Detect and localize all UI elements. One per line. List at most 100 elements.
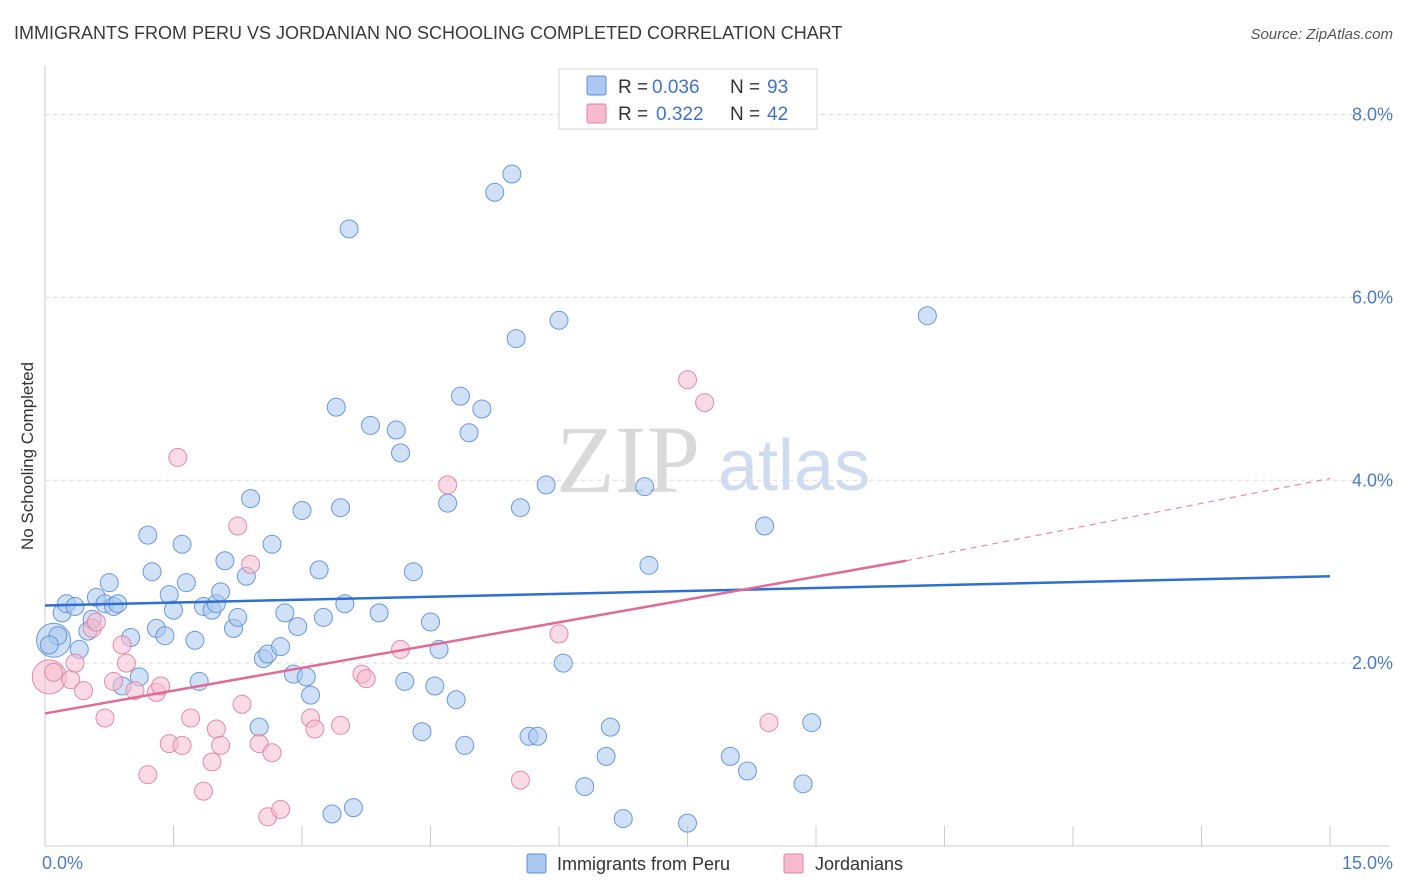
jordanians-point (232, 694, 252, 714)
peru-point (421, 612, 440, 632)
peru-point (176, 573, 196, 593)
peru-point (395, 671, 415, 691)
peru-point (361, 415, 381, 435)
peru-point (502, 164, 522, 184)
jordanians-point (125, 681, 145, 701)
jordanians-point (95, 708, 115, 728)
legend-top-swatch-peru (586, 75, 607, 96)
peru-point (309, 560, 329, 580)
x-tick-label-1: 15.0% (1342, 853, 1393, 873)
peru-point (485, 182, 505, 202)
y-tick-label-1: 4.0% (1352, 470, 1393, 490)
peru-point (506, 329, 526, 349)
peru-point (737, 761, 757, 781)
peru-point (391, 443, 411, 463)
jordanians-point (695, 393, 715, 413)
jordanians-point (65, 653, 85, 673)
peru-point (369, 603, 389, 623)
peru-point (639, 555, 659, 575)
peru-point (322, 804, 342, 824)
jordanians-point (678, 370, 697, 390)
legend-top-r-value-jordanians: 0.322 (656, 104, 704, 125)
jordanians-point (193, 781, 213, 801)
peru-point (249, 717, 269, 737)
peru-point (275, 603, 295, 623)
peru-point (215, 551, 235, 571)
watermark: ZIP atlas (556, 406, 870, 513)
jordanians-point (181, 708, 201, 728)
legend-top-n-value-peru: 93 (767, 77, 788, 98)
peru-point (450, 386, 470, 406)
jordanians-point (206, 719, 226, 739)
jordanians-point (168, 447, 188, 467)
y-tick-label-3: 8.0% (1352, 105, 1393, 125)
peru-point (138, 525, 158, 545)
ticks: 0.0% 15.0% 2.0% 4.0% 6.0% 8.0% (42, 105, 1393, 873)
peru-point (155, 626, 175, 646)
jordanians-point (262, 743, 282, 763)
peru-point (39, 635, 59, 655)
legend-top-n-value-jordanians: 42 (767, 104, 788, 125)
jordanians-point (356, 669, 376, 689)
peru-point (802, 713, 822, 733)
jordanians-point (249, 734, 269, 754)
jordanians-point (549, 624, 569, 644)
peru-point (510, 498, 530, 518)
peru-point (228, 607, 248, 627)
jordanians-point (112, 635, 132, 655)
peru-point (331, 498, 351, 518)
peru-point (446, 690, 466, 710)
peru-point (425, 676, 445, 696)
legend-bottom-swatch-peru (526, 853, 547, 874)
peru-point (472, 399, 492, 419)
peru-point (172, 534, 192, 554)
peru-point (296, 667, 316, 687)
jordanians-point (116, 653, 136, 673)
jordanians-point (44, 662, 64, 682)
chart-source: Source: ZipAtlas.com (1250, 26, 1393, 43)
y-tick-label-0: 2.0% (1352, 653, 1393, 673)
peru-point (301, 685, 321, 705)
watermark-zip: ZIP (556, 406, 700, 513)
peru-point (459, 423, 479, 443)
peru-point (678, 813, 697, 833)
jordanians-point (202, 752, 222, 772)
legend-top-n-label-jordanians: N = (730, 104, 760, 125)
peru-point (600, 717, 620, 737)
series-jordanians-points (31, 370, 779, 827)
peru-point (528, 726, 548, 746)
legend-bottom-label-peru: Immigrants from Peru (557, 854, 730, 874)
peru-point (211, 582, 231, 602)
jordanians-point (104, 671, 124, 691)
y-axis-title: No Schooling Completed (18, 362, 37, 550)
peru-point (343, 798, 363, 818)
peru-point (164, 600, 183, 620)
peru-point (339, 219, 359, 239)
legend-top-r-value-peru: 0.036 (652, 77, 700, 98)
peru-point (455, 735, 475, 755)
peru-point (142, 562, 162, 582)
legend-top-swatch-jordanians (586, 103, 607, 124)
jordanians-point (438, 475, 458, 495)
peru-point (326, 397, 346, 417)
jordanians-point (151, 676, 171, 696)
peru-point (575, 777, 595, 797)
trend-lines (44, 477, 1331, 715)
jordanians-point (211, 735, 231, 755)
peru-point (755, 516, 775, 536)
legend-top: R = 0.036 N = 93 R = 0.322 N = 42 (558, 68, 818, 130)
jordanians-point (172, 735, 192, 755)
legend-top-n-label-peru: N = (730, 77, 760, 98)
trend-line-jordanians (44, 559, 907, 715)
peru-point (99, 573, 119, 593)
legend-top-r-label-jordanians: R = (618, 104, 648, 125)
peru-point (262, 534, 282, 554)
peru-point (635, 477, 655, 497)
peru-point (313, 607, 333, 627)
jordanians-point (331, 715, 351, 735)
peru-point (613, 809, 633, 829)
peru-point (412, 722, 432, 742)
peru-point (720, 746, 740, 766)
peru-point (553, 653, 573, 673)
